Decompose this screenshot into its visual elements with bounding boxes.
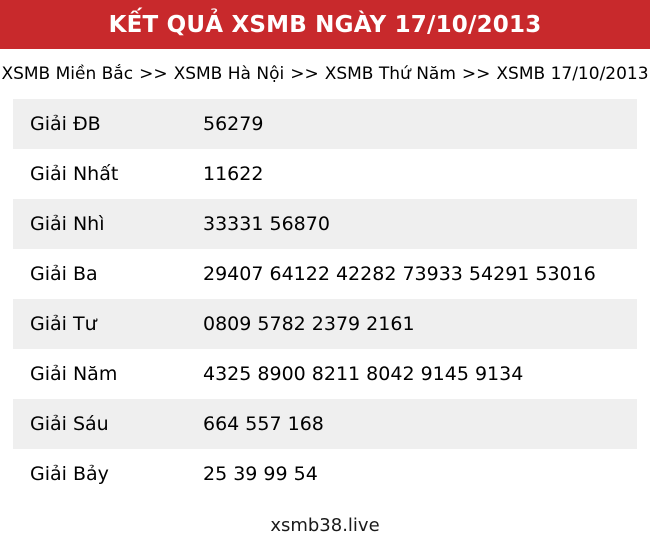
prize-label: Giải Bảy <box>30 463 109 485</box>
prize-label: Giải ĐB <box>30 113 101 135</box>
prize-label: Giải Nhì <box>30 213 105 235</box>
prize-numbers: 11622 <box>203 163 264 185</box>
prize-label: Giải Sáu <box>30 413 109 435</box>
prize-numbers: 29407 64122 42282 73933 54291 53016 <box>203 263 596 285</box>
breadcrumb-item-xsmb-ha-noi[interactable]: XSMB Hà Nội <box>173 64 285 84</box>
result-row-giai-db: Giải ĐB 56279 <box>13 99 637 149</box>
page-header: KẾT QUẢ XSMB NGÀY 17/10/2013 <box>0 0 650 49</box>
prize-numbers: 25 39 99 54 <box>203 463 318 485</box>
breadcrumb-item-xsmb-thu-nam[interactable]: XSMB Thứ Năm <box>324 64 456 84</box>
prize-numbers: 33331 56870 <box>203 213 330 235</box>
page-title: KẾT QUẢ XSMB NGÀY 17/10/2013 <box>108 11 542 38</box>
prize-label: Giải Năm <box>30 363 118 385</box>
prize-numbers: 4325 8900 8211 8042 9145 9134 <box>203 363 524 385</box>
result-row-giai-nhat: Giải Nhất 11622 <box>13 149 637 199</box>
breadcrumb-separator: >> <box>139 64 168 84</box>
prize-numbers: 56279 <box>203 113 264 135</box>
result-row-giai-tu: Giải Tư 0809 5782 2379 2161 <box>13 299 637 349</box>
prize-label: Giải Ba <box>30 263 98 285</box>
breadcrumb-separator: >> <box>290 64 319 84</box>
result-row-giai-bay: Giải Bảy 25 39 99 54 <box>13 449 637 499</box>
result-row-giai-sau: Giải Sáu 664 557 168 <box>13 399 637 449</box>
prize-numbers: 0809 5782 2379 2161 <box>203 313 415 335</box>
prize-numbers: 664 557 168 <box>203 413 324 435</box>
breadcrumb-separator: >> <box>461 64 491 84</box>
page-footer: xsmb38.live <box>0 499 650 536</box>
prize-label: Giải Tư <box>30 313 97 335</box>
breadcrumb-item-xsmb-mien-bac[interactable]: XSMB Miền Bắc <box>1 64 134 84</box>
result-row-giai-nam: Giải Năm 4325 8900 8211 8042 9145 9134 <box>13 349 637 399</box>
prize-label: Giải Nhất <box>30 163 119 185</box>
footer-site-link[interactable]: xsmb38.live <box>270 515 380 536</box>
breadcrumb-item-xsmb-date[interactable]: XSMB 17/10/2013 <box>496 64 649 84</box>
results-table: Giải ĐB 56279 Giải Nhất 11622 Giải Nhì 3… <box>13 99 637 499</box>
result-row-giai-nhi: Giải Nhì 33331 56870 <box>13 199 637 249</box>
breadcrumb: XSMB Miền Bắc >> XSMB Hà Nội >> XSMB Thứ… <box>0 49 650 99</box>
result-row-giai-ba: Giải Ba 29407 64122 42282 73933 54291 53… <box>13 249 637 299</box>
